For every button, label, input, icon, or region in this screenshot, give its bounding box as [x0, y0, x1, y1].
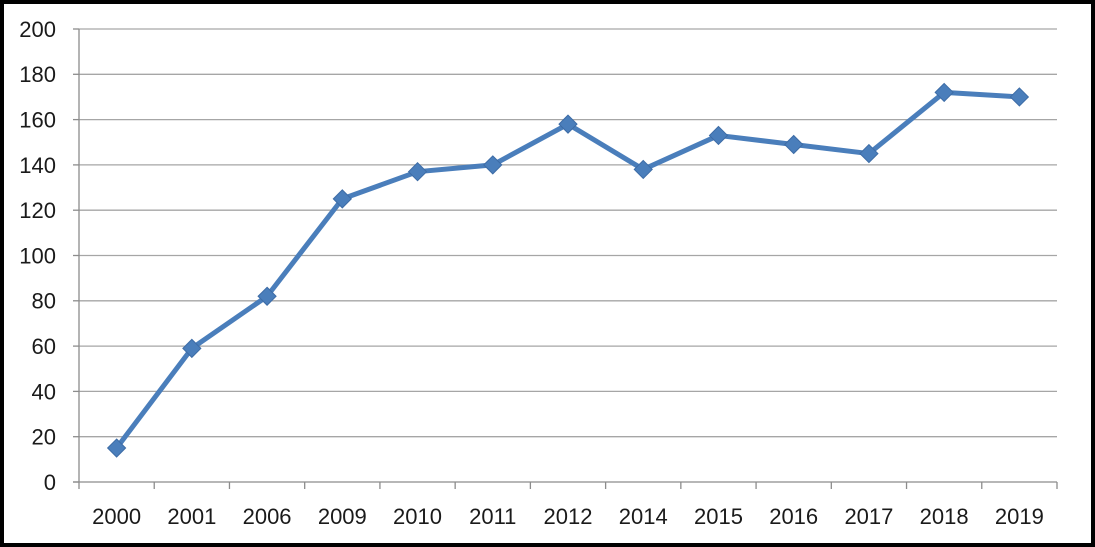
data-point-marker	[106, 438, 127, 458]
x-tick-label: 2019	[995, 504, 1044, 529]
y-axis-ticks	[73, 28, 79, 483]
x-axis-labels: 2000 2001 2006 2009 2010 2011 2012 2014 2015 2016…	[92, 504, 1044, 529]
data-point-marker	[257, 286, 277, 306]
x-tick-label: 2017	[844, 504, 893, 529]
y-tick-label: 140	[19, 153, 56, 178]
y-tick-label: 40	[32, 379, 56, 404]
data-point-markers	[106, 82, 1030, 458]
x-tick-label: 2018	[920, 504, 969, 529]
y-axis-labels: 0 20 40 60 80 100 120 140 160 180 200	[19, 17, 56, 495]
x-tick-label: 2010	[393, 504, 442, 529]
data-point-marker	[934, 82, 954, 103]
data-point-marker	[558, 114, 578, 134]
x-tick-label: 2006	[243, 504, 292, 529]
data-point-marker	[633, 159, 653, 180]
data-point-marker	[483, 155, 503, 175]
x-tick-label: 2016	[769, 504, 818, 529]
x-tick-label: 2001	[167, 504, 216, 529]
gridlines	[79, 28, 1057, 438]
data-point-marker	[859, 143, 879, 164]
data-point-marker	[332, 189, 353, 209]
data-point-marker	[182, 338, 202, 359]
x-tick-label: 2009	[318, 504, 367, 529]
y-tick-label: 60	[32, 334, 56, 359]
y-tick-label: 120	[19, 198, 56, 223]
y-tick-label: 160	[19, 108, 56, 133]
y-tick-label: 100	[19, 243, 56, 268]
y-tick-label: 80	[32, 289, 56, 314]
data-point-marker	[1009, 87, 1030, 107]
x-tick-label: 2011	[469, 504, 516, 529]
x-tick-label: 2012	[544, 504, 593, 529]
data-point-marker	[708, 125, 729, 146]
y-tick-label: 0	[44, 470, 56, 495]
y-tick-label: 20	[32, 425, 56, 450]
data-point-marker	[407, 161, 428, 182]
x-tick-label: 2000	[92, 504, 141, 529]
y-tick-label: 180	[19, 62, 56, 87]
x-tick-label: 2015	[694, 504, 743, 529]
x-tick-label: 2014	[619, 504, 668, 529]
x-axis-ticks	[78, 482, 1058, 489]
data-point-marker	[783, 134, 804, 155]
y-tick-label: 200	[19, 17, 56, 42]
